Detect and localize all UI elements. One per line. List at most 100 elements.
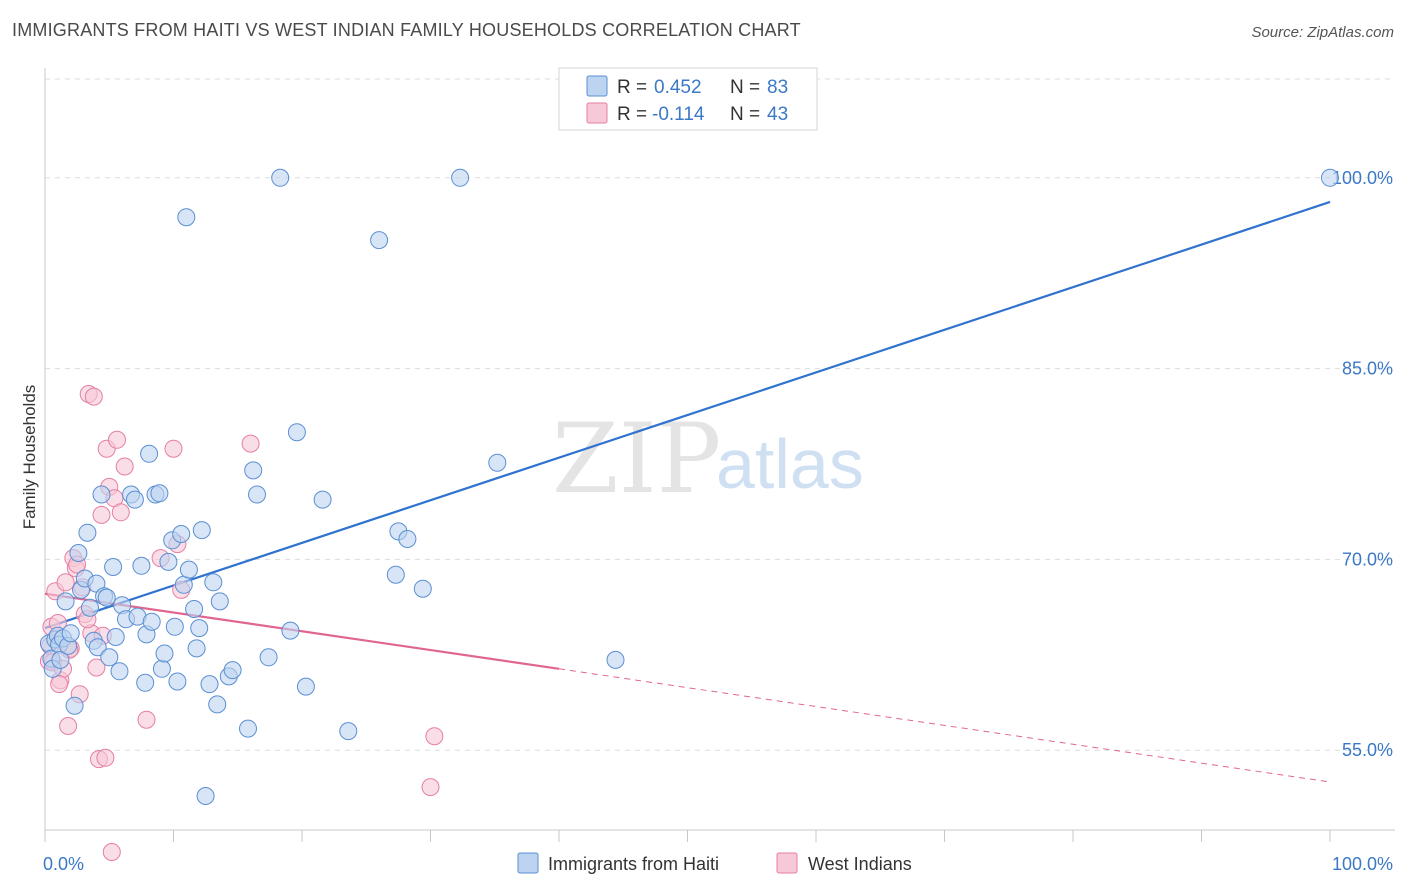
haiti-point (97, 588, 116, 607)
haiti-point (152, 659, 171, 678)
haiti-point (150, 484, 169, 503)
x-tick-label-min: 0.0% (43, 854, 84, 874)
west-indians-point (421, 778, 440, 797)
haiti-point (413, 579, 432, 598)
haiti-point (140, 444, 159, 463)
west-indians-trend-extension (558, 668, 1331, 783)
haiti-point (398, 530, 417, 548)
haiti-point (100, 648, 119, 667)
haiti-point (210, 592, 229, 611)
haiti-point (185, 600, 204, 618)
haiti-trend-line (44, 200, 1331, 630)
legend-r-label-west-indians: R = (617, 104, 647, 125)
haiti-point (69, 544, 88, 562)
west-indians-point (137, 710, 156, 729)
haiti-point (142, 612, 161, 631)
haiti-point (271, 168, 290, 187)
west-indians-point (50, 675, 69, 694)
west-indians-point (92, 505, 111, 524)
haiti-point (159, 552, 178, 571)
haiti-point (248, 485, 266, 504)
west-indians-point (108, 430, 126, 449)
y-axis-title: Family Households (20, 385, 39, 530)
haiti-point (65, 696, 84, 715)
y-tick-label: 85.0% (1342, 359, 1393, 379)
haiti-point (125, 490, 144, 509)
haiti-point (51, 650, 70, 669)
haiti-point (132, 556, 151, 575)
haiti-point (287, 423, 306, 442)
haiti-point (177, 208, 196, 227)
west-indians-point (425, 727, 444, 746)
haiti-point (259, 648, 278, 667)
haiti-point (488, 453, 507, 472)
haiti-point (172, 525, 191, 543)
legend-r-value-haiti: 0.452 (654, 77, 702, 98)
haiti-point (1321, 168, 1339, 187)
point-layer (39, 168, 1339, 861)
west-indians-point (111, 503, 130, 522)
correlation-legend: R = 0.452 N = 83 R = -0.114 N = 43 (558, 67, 818, 131)
haiti-point (386, 565, 405, 584)
west-indians-point (87, 658, 106, 677)
haiti-point (110, 662, 129, 681)
west-indians-point (102, 843, 121, 861)
haiti-point (339, 722, 358, 741)
series-legend: Immigrants from Haiti West Indians (517, 852, 912, 874)
haiti-point (88, 638, 107, 657)
haiti-point (174, 575, 193, 594)
haiti-point (168, 672, 187, 691)
haiti-point (313, 490, 332, 509)
haiti-point (165, 617, 184, 636)
chart-source: Source: ZipAtlas.com (1251, 24, 1394, 41)
bottom-legend-label-west-indians: West Indians (808, 854, 912, 874)
legend-swatch-haiti (586, 75, 608, 97)
haiti-point (606, 650, 625, 669)
haiti-point (244, 461, 263, 480)
west-indians-point (84, 387, 103, 406)
bottom-legend-label-haiti: Immigrants from Haiti (548, 854, 719, 874)
y-tick-label: 55.0% (1342, 740, 1393, 760)
axis-layer: 55.0% 70.0% 85.0% 100.0% 0.0% 100.0% (43, 68, 1395, 874)
haiti-point (223, 661, 242, 680)
haiti-point (179, 560, 198, 579)
haiti-point (187, 639, 206, 658)
haiti-point (239, 719, 257, 738)
haiti-point (106, 628, 125, 646)
west-indians-point (241, 434, 260, 453)
haiti-point (370, 231, 389, 250)
watermark-zip: ZIP (552, 403, 721, 515)
west-indians-point (56, 573, 75, 592)
haiti-point (56, 592, 75, 611)
legend-r-label-haiti: R = (617, 77, 647, 98)
west-indians-point (164, 439, 183, 458)
legend-n-value-west-indians: 43 (767, 104, 788, 125)
haiti-point (296, 677, 315, 696)
haiti-point (155, 644, 174, 663)
haiti-point (136, 673, 155, 692)
watermark: ZIP atlas (552, 403, 864, 515)
haiti-point (451, 168, 470, 187)
west-indians-point (96, 748, 115, 767)
y-tick-label: 100.0% (1332, 168, 1393, 188)
y-tick-label: 70.0% (1342, 549, 1393, 569)
x-tick-label-max: 100.0% (1332, 854, 1393, 874)
legend-n-label-haiti: N = (730, 77, 760, 98)
haiti-point (61, 624, 80, 643)
bottom-legend-swatch-west-indians (776, 852, 798, 874)
watermark-atlas: atlas (716, 425, 864, 503)
haiti-point (78, 523, 97, 542)
west-indians-point (59, 717, 78, 735)
haiti-point (104, 558, 123, 576)
legend-n-value-haiti: 83 (767, 77, 788, 98)
legend-r-value-west-indians: -0.114 (652, 104, 705, 125)
haiti-point (196, 787, 215, 805)
chart-title: IMMIGRANTS FROM HAITI VS WEST INDIAN FAM… (12, 20, 801, 40)
haiti-point (192, 521, 211, 540)
haiti-point (208, 695, 227, 714)
haiti-point (190, 619, 209, 638)
west-indians-point (115, 457, 134, 476)
haiti-point (81, 598, 99, 617)
legend-n-label-west-indians: N = (730, 104, 760, 125)
haiti-point (200, 675, 219, 694)
